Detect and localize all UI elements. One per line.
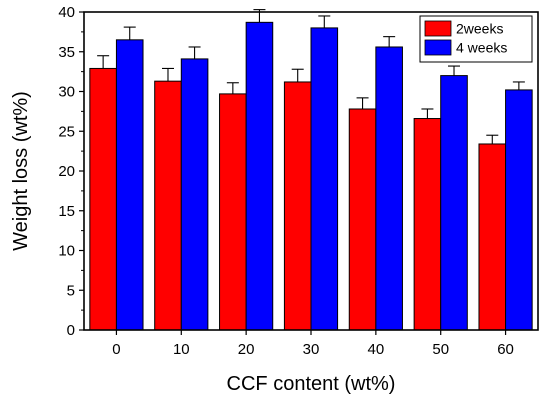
- bars-layer: [89, 21, 533, 331]
- error-bar-4-weeks-0: [123, 26, 136, 40]
- bar-4-weeks-20: [245, 21, 274, 331]
- bar-4-weeks-60: [505, 89, 533, 331]
- y-tick-label: 15: [58, 203, 75, 220]
- error-bar-2weeks-50: [421, 108, 434, 119]
- bar-4-weeks-30: [310, 27, 339, 331]
- bar-2weeks-40: [348, 108, 377, 331]
- error-bar-4-weeks-30: [318, 15, 331, 28]
- y-tick-label: 0: [67, 322, 75, 339]
- error-bar-2weeks-40: [356, 97, 369, 109]
- bar-4-weeks-40: [375, 46, 403, 331]
- bar-4-weeks-50: [440, 75, 468, 331]
- bar-2weeks-60: [478, 143, 507, 331]
- x-axis: 0 10 20 30 40 50 60: [112, 330, 514, 358]
- bar-2weeks-30: [283, 81, 312, 331]
- y-tick-label: 30: [58, 84, 75, 101]
- y-tick-label: 25: [58, 123, 75, 140]
- x-tick-label: 40: [368, 341, 385, 358]
- error-bar-2weeks-10: [161, 67, 174, 82]
- y-tick-label: 40: [58, 4, 75, 21]
- x-axis-label: CCF content (wt%): [227, 373, 396, 395]
- y-tick-label: 35: [58, 44, 75, 61]
- bar-4-weeks-0: [115, 39, 144, 331]
- bar-2weeks-0: [89, 67, 117, 331]
- legend-label-2weeks: 2weeks: [456, 21, 503, 37]
- legend-label-4-weeks: 4 weeks: [456, 40, 507, 56]
- y-tick-label: 10: [58, 243, 75, 260]
- x-tick-label: 30: [303, 341, 320, 358]
- error-bar-4-weeks-50: [448, 65, 461, 76]
- legend: 2weeks 4 weeks: [419, 15, 533, 63]
- error-bar-2weeks-20: [226, 82, 239, 94]
- y-tick-label: 5: [67, 282, 75, 299]
- legend-swatch-2weeks: [424, 20, 452, 37]
- legend-swatch-4-weeks: [424, 39, 452, 56]
- error-bar-2weeks-30: [291, 68, 304, 82]
- bar-2weeks-10: [154, 80, 182, 331]
- error-bar-4-weeks-10: [188, 46, 201, 59]
- x-tick-label: 0: [112, 341, 120, 358]
- error-bar-4-weeks-40: [383, 36, 396, 47]
- x-tick-label: 10: [173, 341, 190, 358]
- error-bar-2weeks-0: [97, 55, 110, 69]
- y-axis: 0 5 10 15 20 25 30 35 40: [58, 4, 84, 339]
- x-tick-label: 50: [432, 341, 449, 358]
- bar-2weeks-50: [413, 118, 442, 331]
- error-bar-4-weeks-60: [512, 81, 525, 90]
- y-tick-label: 20: [58, 163, 75, 180]
- error-bar-2weeks-60: [486, 134, 499, 144]
- bar-2weeks-20: [219, 93, 247, 331]
- bar-4-weeks-10: [180, 58, 209, 331]
- x-tick-label: 20: [238, 341, 255, 358]
- x-tick-label: 60: [497, 341, 514, 358]
- y-axis-label: Weight loss (wt%): [10, 91, 32, 251]
- error-bars-layer: [97, 9, 525, 144]
